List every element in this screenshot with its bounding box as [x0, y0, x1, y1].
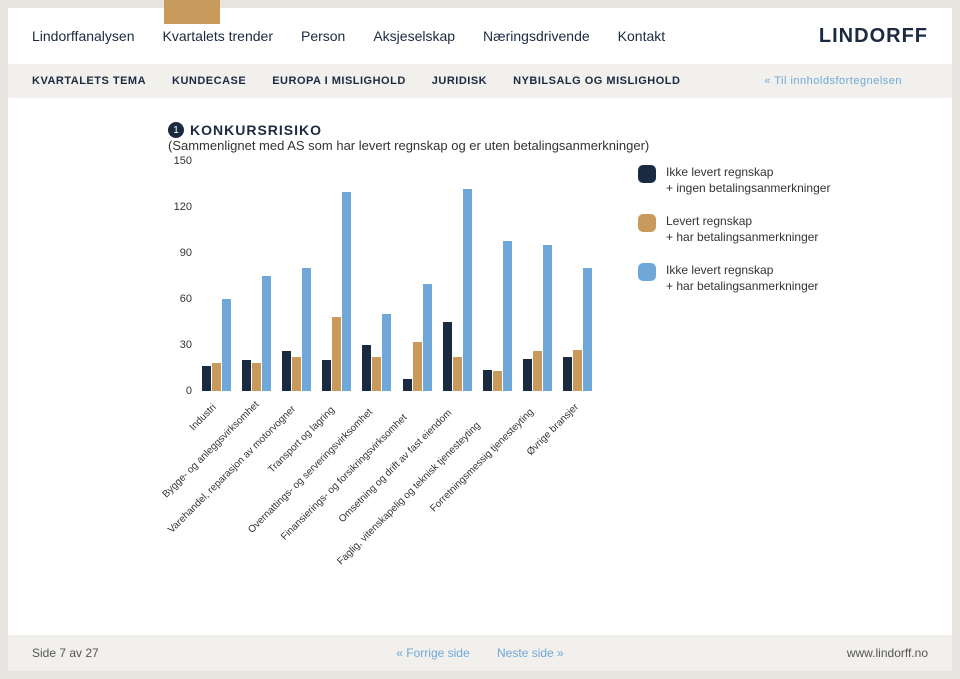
bar: [463, 189, 472, 391]
legend-swatch: [638, 263, 656, 281]
page-container: Lindorffanalysen Kvartalets trender Pers…: [8, 8, 952, 671]
site-url: www.lindorff.no: [847, 646, 928, 660]
bar: [362, 345, 371, 391]
bar: [503, 241, 512, 391]
legend-swatch: [638, 214, 656, 232]
chart-wrap: 0306090120150 IndustriBygge- og anleggsv…: [168, 161, 904, 391]
x-tick-label: Øvrige bransjer: [525, 402, 581, 458]
bar: [533, 351, 542, 391]
nav-item-lindorffanalysen[interactable]: Lindorffanalysen: [32, 28, 134, 44]
bar: [573, 350, 582, 391]
nav-item-kvartalets-trender[interactable]: Kvartalets trender: [162, 28, 273, 44]
x-axis-labels: IndustriBygge- og anleggsvirksomhetVareh…: [196, 391, 598, 561]
nav-item-kontakt[interactable]: Kontakt: [618, 28, 665, 44]
bar: [202, 366, 211, 391]
y-tick-label: 30: [180, 339, 192, 351]
bar: [252, 363, 261, 391]
bar: [222, 299, 231, 391]
subnav-juridisk[interactable]: JURIDISK: [432, 75, 487, 87]
bar: [453, 357, 462, 391]
x-tick-label: Faglig, vitenskapelig og teknisk tjenest…: [335, 420, 482, 567]
x-tick-label: Transport og lagring: [266, 405, 337, 476]
bar: [372, 357, 381, 391]
plot-area: [196, 161, 598, 391]
bar-group: [276, 161, 316, 391]
bar: [413, 342, 422, 391]
chart-title-row: 1 KONKURSRISIKO: [168, 122, 904, 138]
bar: [212, 363, 221, 391]
bar-group: [236, 161, 276, 391]
legend-label: Levert regnskap+ har betalingsanmerkning…: [666, 214, 818, 245]
y-axis: 0306090120150: [168, 161, 196, 361]
bar: [262, 276, 271, 391]
y-tick-label: 60: [180, 293, 192, 305]
bar: [543, 245, 552, 391]
bar-group: [196, 161, 236, 391]
page-indicator: Side 7 av 27: [32, 646, 99, 660]
next-page-link[interactable]: Neste side »: [497, 646, 564, 660]
bar: [302, 268, 311, 391]
legend-swatch: [638, 165, 656, 183]
bar-group: [357, 161, 397, 391]
bar: [342, 192, 351, 391]
primary-nav: Lindorffanalysen Kvartalets trender Pers…: [8, 8, 952, 64]
toc-link[interactable]: « Til innholdsfortegnelsen: [764, 75, 902, 87]
y-tick-label: 0: [186, 385, 192, 397]
chart-title: KONKURSRISIKO: [190, 122, 322, 138]
subnav-kundecase[interactable]: KUNDECASE: [172, 75, 246, 87]
subnav-nybilsalg-mislighold[interactable]: NYBILSALG OG MISLIGHOLD: [513, 75, 680, 87]
bar-group: [558, 161, 598, 391]
x-tick-label: Industri: [188, 402, 219, 433]
legend-label: Ikke levert regnskap+ har betalingsanmer…: [666, 263, 818, 294]
nav-item-aksjeselskap[interactable]: Aksjeselskap: [373, 28, 455, 44]
bar: [382, 314, 391, 391]
y-tick-label: 150: [174, 155, 192, 167]
bar: [242, 360, 251, 391]
bar: [292, 357, 301, 391]
legend-item: Ikke levert regnskap+ ingen betalingsanm…: [638, 165, 830, 196]
bar-group: [477, 161, 517, 391]
pager: « Forrige side Neste side »: [396, 646, 563, 660]
chart-number-badge: 1: [168, 122, 184, 138]
bar: [282, 351, 291, 391]
content-area: 1 KONKURSRISIKO (Sammenlignet med AS som…: [8, 98, 952, 671]
y-tick-label: 120: [174, 201, 192, 213]
secondary-nav: KVARTALETS TEMA KUNDECASE EUROPA I MISLI…: [8, 64, 952, 98]
legend-label: Ikke levert regnskap+ ingen betalingsanm…: [666, 165, 830, 196]
bar: [563, 357, 572, 391]
bar: [443, 322, 452, 391]
legend-item: Levert regnskap+ har betalingsanmerkning…: [638, 214, 830, 245]
chart-plot-zone: 0306090120150 IndustriBygge- og anleggsv…: [168, 161, 598, 391]
bar: [583, 268, 592, 391]
bar: [322, 360, 331, 391]
bar: [493, 371, 502, 391]
bar: [332, 317, 341, 391]
chart-legend: Ikke levert regnskap+ ingen betalingsanm…: [638, 161, 830, 391]
chart-subtitle: (Sammenlignet med AS som har levert regn…: [168, 138, 904, 153]
nav-item-person[interactable]: Person: [301, 28, 345, 44]
bar: [423, 284, 432, 391]
subnav-kvartalets-tema[interactable]: KVARTALETS TEMA: [32, 75, 146, 87]
prev-page-link[interactable]: « Forrige side: [396, 646, 469, 660]
bar: [403, 379, 412, 391]
bar-group: [317, 161, 357, 391]
bar: [483, 370, 492, 391]
bar-group: [437, 161, 477, 391]
subnav-europa-mislighold[interactable]: EUROPA I MISLIGHOLD: [272, 75, 406, 87]
page-footer: Side 7 av 27 « Forrige side Neste side »…: [8, 635, 952, 671]
brand-logo: LINDORFF: [819, 25, 928, 48]
bar-group: [518, 161, 558, 391]
bar-group: [397, 161, 437, 391]
bar: [523, 359, 532, 391]
nav-item-naeringsdrivende[interactable]: Næringsdrivende: [483, 28, 590, 44]
y-tick-label: 90: [180, 247, 192, 259]
legend-item: Ikke levert regnskap+ har betalingsanmer…: [638, 263, 830, 294]
